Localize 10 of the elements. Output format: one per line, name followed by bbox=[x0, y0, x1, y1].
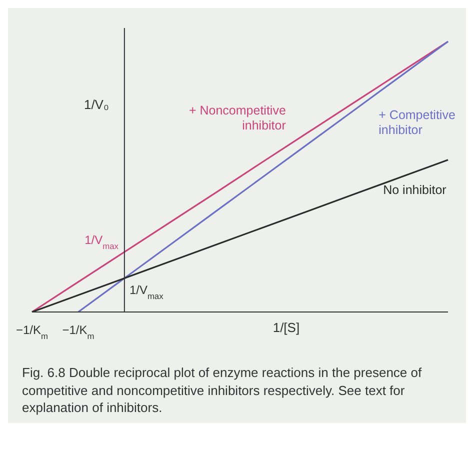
annotation: 1/V$_{max}$ bbox=[84, 232, 120, 251]
series-label: + Noncompetitive inhibitor bbox=[188, 103, 286, 132]
x-tick-label: −1/K$_{m}$ bbox=[62, 323, 94, 341]
x-tick-label: −1/K$_{m}$ bbox=[16, 323, 48, 341]
y-axis-title: 1/V₀ bbox=[84, 97, 109, 112]
x-axis-title: 1/[S] bbox=[272, 320, 300, 335]
series-label: + Competitive inhibitor bbox=[378, 108, 456, 138]
caption: Fig. 6.8 Double reciprocal plot of enzyme reactions in the presence of competitive and noncompetitive inhibitors respectively. See text for explanation of inhibitors. bbox=[21, 364, 423, 418]
annotation: 1/V$_{max}$ bbox=[129, 283, 164, 302]
series-label: No inhibitor bbox=[383, 183, 446, 198]
